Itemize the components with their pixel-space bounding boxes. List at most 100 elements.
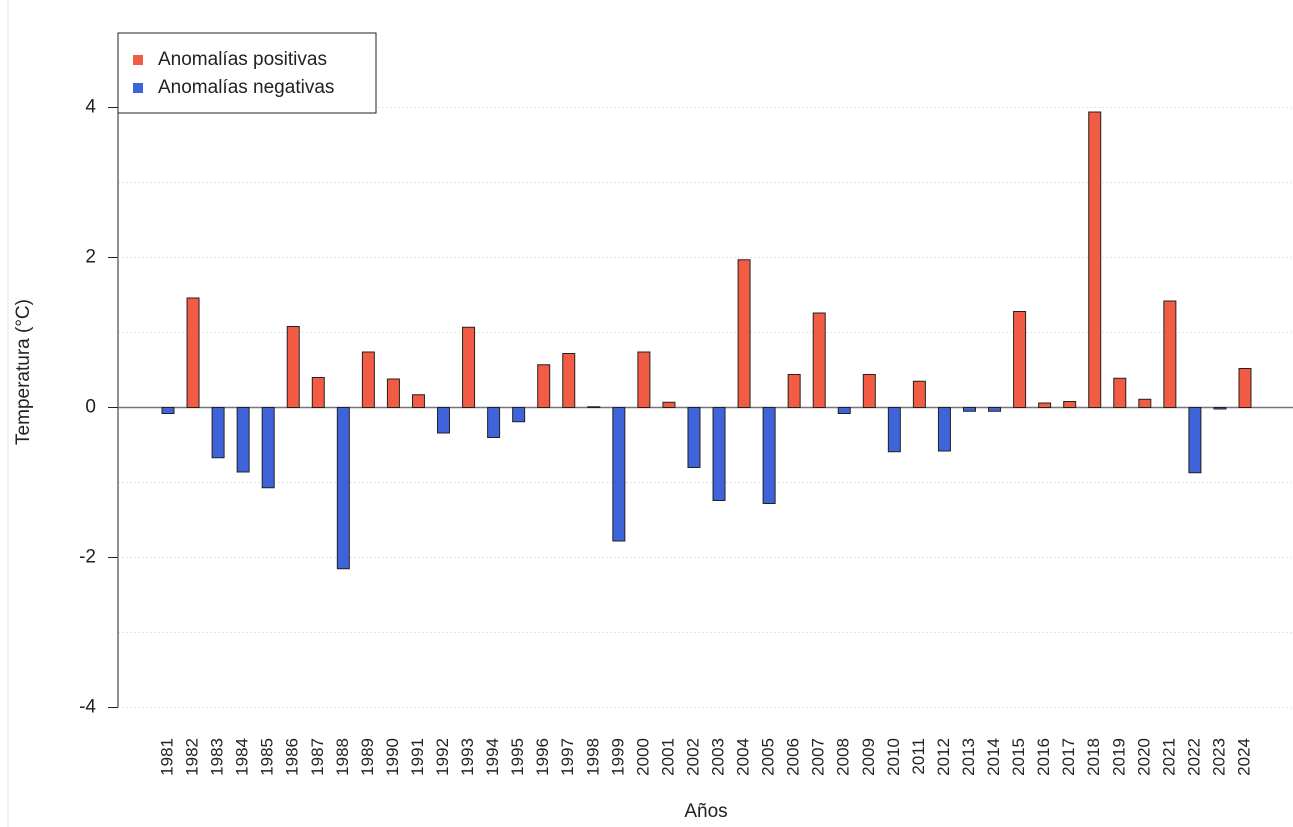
bar [1063,401,1077,408]
bar [662,401,676,408]
x-tick-label: 2011 [909,738,928,775]
x-tick-label: 2012 [934,738,953,776]
bar [712,407,726,501]
bar [612,407,626,542]
x-tick-label: 2017 [1059,738,1078,776]
x-tick-label: 1981 [157,738,176,776]
bar [687,407,701,468]
bar [737,259,751,408]
bar [161,407,175,414]
x-tick-label: 2000 [633,738,652,776]
x-tick-label: 1995 [508,738,527,776]
x-tick-label: 2007 [809,738,828,776]
x-tick-label: 2015 [1009,738,1028,776]
x-tick-label: 2024 [1234,738,1253,776]
x-tick-label: 1999 [608,738,627,776]
bar [261,407,275,489]
bar [912,380,926,408]
x-tick-label: 2002 [683,738,702,776]
x-tick-label: 2005 [759,738,778,776]
legend-label: Anomalías positivas [158,49,327,70]
x-tick-label: 2008 [834,738,853,776]
bar [1038,402,1052,408]
x-tick-label: 1991 [408,738,427,776]
legend-swatch [133,83,143,93]
x-tick-label: 1986 [283,738,302,776]
bar [411,394,425,408]
bar [1188,407,1202,474]
x-tick-label: 1998 [583,738,602,776]
bar [962,407,976,412]
x-tick-label: 1988 [333,738,352,776]
bar [812,312,826,408]
bar [462,326,476,408]
bar [1213,407,1227,410]
x-tick-label: 2003 [709,738,728,776]
bar [1088,111,1102,408]
bar [837,407,851,414]
x-tick-label: 1984 [233,738,252,776]
bar [762,407,776,504]
bar [361,351,375,408]
bar [937,407,951,452]
y-axis-label: Temperatura (°C) [13,299,34,445]
x-tick-label: 2021 [1159,738,1178,776]
legend-swatch [133,55,143,65]
x-tick-label: 1996 [533,738,552,776]
x-tick-label: 2020 [1134,738,1153,776]
bar [236,407,250,473]
x-tick-label: 2013 [959,738,978,776]
x-tick-label: 2016 [1034,738,1053,776]
x-tick-label: 2014 [984,738,1003,776]
x-tick-label: 2004 [734,738,753,776]
x-tick-label: 2009 [859,738,878,776]
x-tick-label: 1982 [183,738,202,776]
x-tick-label: 1990 [383,738,402,776]
x-tick-label: 2001 [658,738,677,776]
bar [1163,300,1177,408]
legend-label: Anomalías negativas [158,77,334,98]
x-tick-label: 2019 [1109,738,1128,776]
bar [1013,311,1027,408]
y-tick-label: -4 [79,697,96,718]
bar [336,407,350,570]
bar [437,407,451,434]
x-tick-label: 2006 [784,738,803,776]
x-tick-label: 2018 [1084,738,1103,776]
bar [1113,377,1127,408]
x-tick-label: 1987 [308,738,327,776]
x-tick-label: 1994 [483,738,502,776]
x-tick-label: 1992 [433,738,452,776]
y-tick-label: -2 [79,547,96,568]
bar [311,377,325,408]
bar [487,407,501,438]
y-tick-label: 4 [85,97,96,118]
bar [512,407,526,423]
bar [211,407,225,459]
x-axis-label: Años [684,801,727,822]
bar [988,407,1002,412]
bar [537,364,551,408]
x-tick-label: 1985 [258,738,277,776]
x-tick-label: 1993 [458,738,477,776]
x-tick-label: 1983 [208,738,227,776]
bar [587,406,601,408]
y-tick-label: 2 [85,247,96,268]
x-tick-label: 2023 [1209,738,1228,776]
bar [386,378,400,408]
x-tick-label: 1997 [558,738,577,776]
x-tick-label: 2010 [884,738,903,776]
bar [787,374,801,408]
bar [562,353,576,408]
bar [887,407,901,453]
x-tick-label: 1989 [358,738,377,776]
x-tick-label: 2022 [1184,738,1203,776]
bar [286,326,300,408]
bar [186,297,200,408]
y-tick-label: 0 [85,397,96,418]
bar [637,351,651,408]
bar [1138,398,1152,408]
bar [1238,368,1252,408]
legend-box [117,32,377,114]
